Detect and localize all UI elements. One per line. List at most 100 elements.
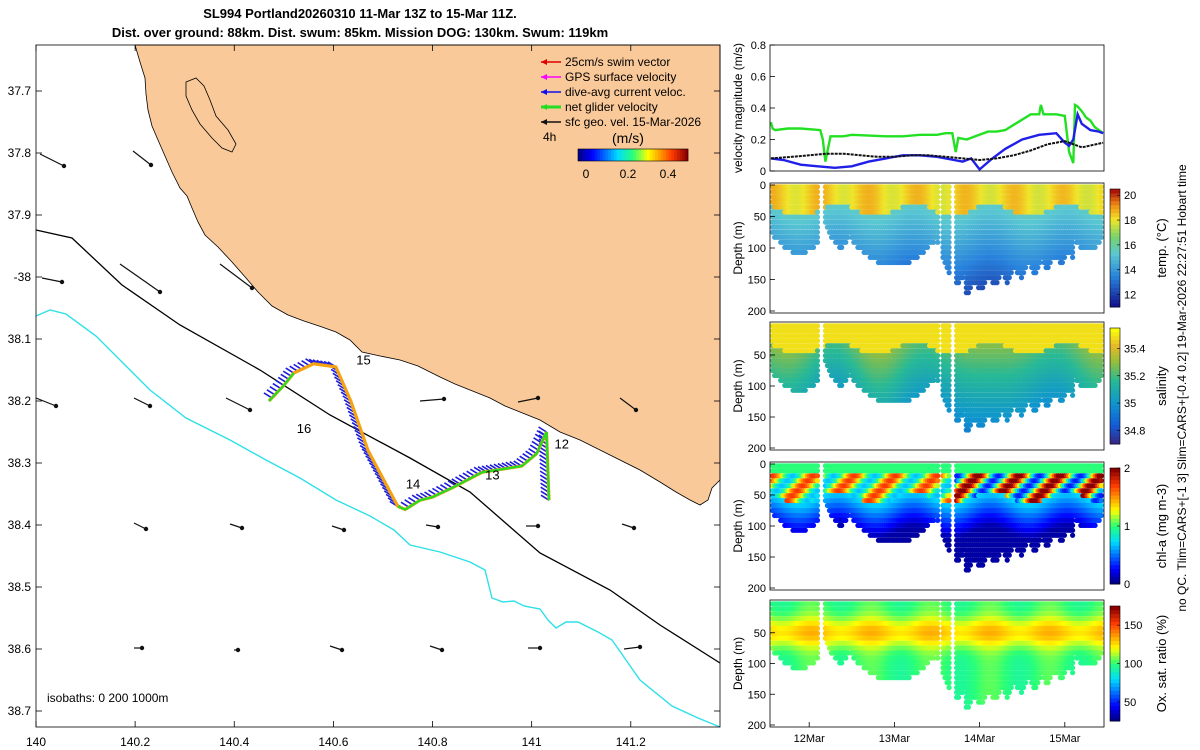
section-sample-dot <box>946 382 952 388</box>
legend-label: net glider velocity <box>565 100 658 114</box>
section-sample-dot <box>994 280 1000 286</box>
map-colorbar-cell <box>597 149 601 161</box>
section-sample-dot <box>946 249 952 255</box>
section-sample-dot <box>814 219 821 225</box>
map-colorbar-cell <box>641 149 645 161</box>
section-sample-dot <box>1045 264 1051 271</box>
section-sample-dot <box>946 353 952 359</box>
section-sample-dot <box>946 333 952 339</box>
section-sample-dot <box>1047 397 1053 403</box>
map-colorbar-cell <box>602 149 606 161</box>
map-colorbar-cell <box>674 149 678 161</box>
section-sample-dot <box>1098 214 1104 220</box>
legend-interval: 4h <box>543 130 556 144</box>
section-sample-dot <box>814 328 821 334</box>
dive-current-vector <box>538 426 547 433</box>
section-sample-dot <box>1021 407 1027 413</box>
geo-velocity-arrowhead <box>631 525 637 531</box>
map-colorbar-cell <box>611 149 614 161</box>
geo-velocity-arrow <box>39 153 65 167</box>
section-sample-dot <box>935 348 941 354</box>
velocity-bg <box>770 45 1104 171</box>
section-sample-dot <box>946 199 952 205</box>
section-colorbar-cell <box>1110 200 1120 206</box>
section-sample-dot <box>946 397 952 403</box>
section-colorbar-cell <box>1110 208 1120 214</box>
section-sample-dot <box>814 234 821 240</box>
geo-velocity-arrowhead <box>633 407 639 413</box>
map-colorbar-cell <box>580 149 584 161</box>
section-sample-dot <box>935 333 941 339</box>
section-colorbar-cell <box>1110 189 1120 194</box>
geo-velocity-arrowhead <box>157 289 163 295</box>
section-sample-dot <box>935 343 941 349</box>
section-sample-dot <box>814 204 821 210</box>
section-sample-dot <box>1061 254 1068 260</box>
section-sample-dot <box>814 209 821 215</box>
section-ytick-label: 100 <box>748 243 766 255</box>
map-colorbar-cell <box>583 149 587 161</box>
section-sample-dot <box>982 417 988 423</box>
isobath-text: isobaths: 0 200 1000m <box>47 691 168 705</box>
section-sample-dot <box>967 422 974 428</box>
section-sample-dot <box>935 219 941 225</box>
map-ytick-label: 38.4 <box>8 518 32 532</box>
section-sample-dot <box>935 358 941 364</box>
section-sample-dot <box>935 194 941 200</box>
legend-label: 25cm/s swim vector <box>565 55 670 69</box>
section-sample-dot <box>1033 407 1039 413</box>
section-sample-dot <box>935 338 941 344</box>
section-colorbar-cell <box>1110 275 1120 280</box>
map-colorbar-cell <box>657 149 661 161</box>
section-sample-dot <box>1018 275 1025 281</box>
map-colorbar-cell <box>655 149 658 161</box>
section-sample-dot <box>1006 412 1012 418</box>
geo-velocity-arrow <box>119 263 161 293</box>
map-title-line2: Dist. over ground: 88km. Dist. swum: 85k… <box>111 25 609 40</box>
section-colorbar-label: 14 <box>1124 265 1136 277</box>
map-axes-frame <box>35 44 721 728</box>
section-sample-dot <box>1023 402 1029 408</box>
map-colorbar-cell <box>646 149 650 161</box>
section-sample-dot <box>1098 234 1104 240</box>
section-sample-dot <box>814 353 821 359</box>
section-colorbar-cell <box>1110 291 1120 296</box>
section-sample-dot <box>1035 402 1041 408</box>
map-colorbar-cell <box>624 149 628 161</box>
geo-velocity-arrow <box>219 263 253 289</box>
section-sample-dot <box>935 328 941 334</box>
section-sample-dot <box>935 367 941 374</box>
section-sample-dot <box>1070 392 1076 398</box>
map-colorbar-tick: 0 <box>583 167 590 181</box>
geo-velocity-arrowhead <box>435 524 441 530</box>
section-colorbar-cell <box>1110 224 1120 229</box>
section-sample-dot <box>946 219 952 225</box>
section-sample-dot <box>1098 189 1104 195</box>
geo-velocity-arrowhead <box>637 644 643 650</box>
section-sample-dot <box>1004 417 1010 423</box>
map-colorbar-tick: 0.4 <box>660 167 677 181</box>
section-sample-dot <box>1023 264 1029 271</box>
section-sample-dot <box>946 239 952 245</box>
section-sample-dot <box>946 323 952 329</box>
map-colorbar-cell <box>622 149 625 161</box>
legend-arrowhead <box>541 104 547 110</box>
geo-velocity-arrowhead <box>249 285 255 291</box>
section-sample-dot <box>814 323 821 329</box>
section-sample-dot <box>1098 199 1104 205</box>
map-ytick-label: 38.2 <box>8 394 32 408</box>
velocity-ytick-label: 0.8 <box>751 40 766 52</box>
section-ytick-label: 50 <box>754 212 766 224</box>
section-sample-dot <box>946 229 952 235</box>
section-sample-dot <box>946 358 952 364</box>
map-colorbar-tick: 0.2 <box>620 167 637 181</box>
section-sample-dot <box>946 407 952 413</box>
section-sample-dot <box>946 194 952 200</box>
geo-velocity-arrow <box>619 397 637 411</box>
section-sample-dot <box>935 234 941 240</box>
section-sample-dot <box>1098 194 1104 200</box>
section-sample-dot <box>1070 382 1076 388</box>
section-sample-dot <box>810 244 817 250</box>
